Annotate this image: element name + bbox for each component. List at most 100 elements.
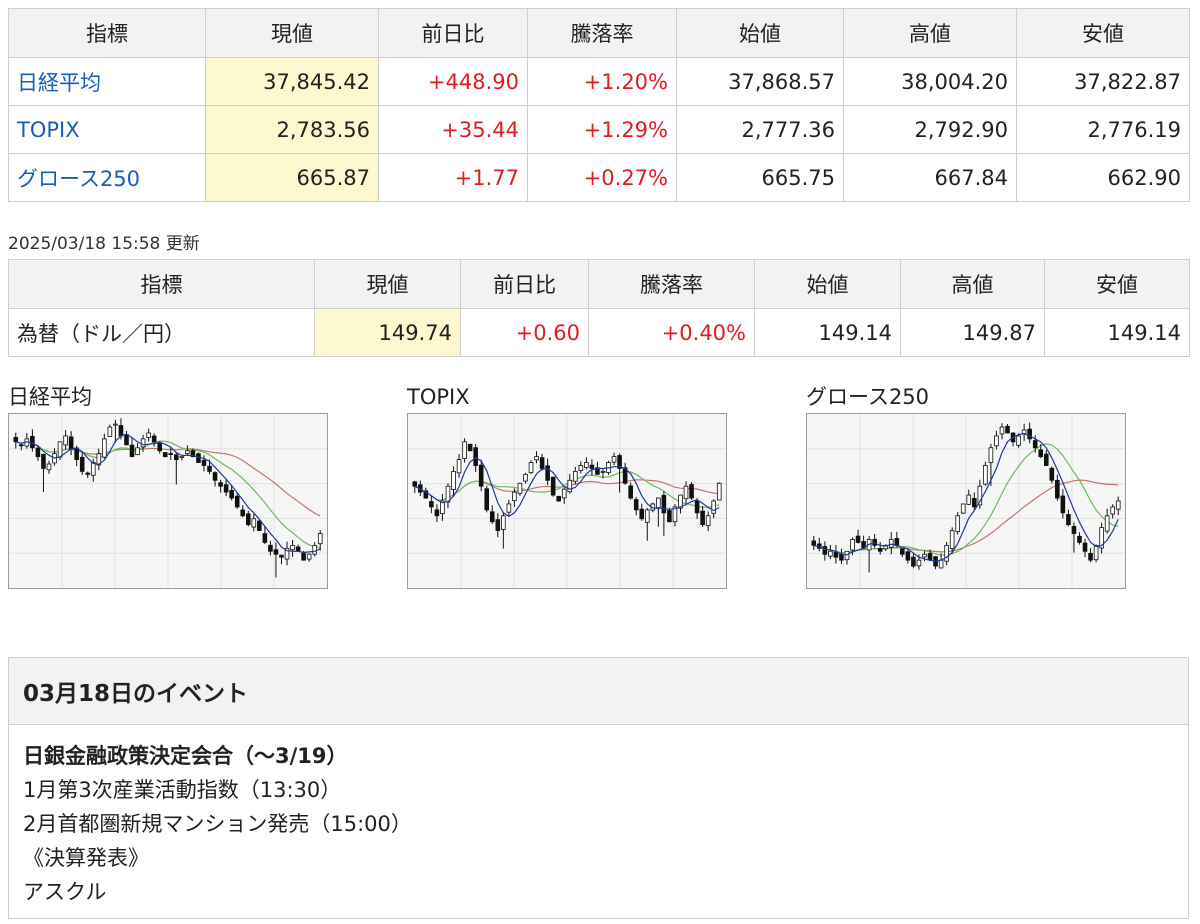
candle xyxy=(972,492,977,511)
growth250-link[interactable]: グロース250 xyxy=(17,166,141,191)
header-change: 前日比 xyxy=(378,8,528,58)
candle xyxy=(157,441,162,454)
table-header-row: 指標 現値 前日比 騰落率 始値 高値 安値 xyxy=(8,8,1190,58)
candle xyxy=(667,507,672,523)
rate-value: +1.20% xyxy=(527,57,677,106)
candle xyxy=(711,499,716,519)
candle xyxy=(966,489,972,506)
candle xyxy=(306,553,312,562)
candlestick-chart[interactable] xyxy=(806,413,1126,589)
chart-growth250: グロース250 xyxy=(806,385,1126,589)
candle xyxy=(151,433,157,447)
candle xyxy=(35,444,41,461)
high-value: 149.87 xyxy=(900,308,1045,357)
candlestick-chart[interactable] xyxy=(8,413,328,589)
candle xyxy=(68,431,74,456)
candle xyxy=(135,443,140,456)
open-value: 665.75 xyxy=(676,153,844,202)
candle xyxy=(501,511,506,549)
candle xyxy=(423,487,429,499)
candle xyxy=(911,552,916,569)
candle xyxy=(983,461,988,486)
candle xyxy=(561,487,567,504)
candle xyxy=(245,510,251,527)
candle xyxy=(855,529,861,544)
candle xyxy=(839,548,844,565)
candle xyxy=(539,453,545,471)
header-rate: 騰落率 xyxy=(527,8,677,58)
candle xyxy=(240,505,246,518)
rate-value: +0.27% xyxy=(527,153,677,202)
candle xyxy=(866,536,872,573)
candle xyxy=(451,466,456,496)
candle xyxy=(528,460,534,474)
candle xyxy=(30,429,35,452)
candle xyxy=(429,495,434,514)
events-title: 03月18日のイベント xyxy=(9,658,1188,725)
candle xyxy=(1077,532,1082,545)
header-current: 現値 xyxy=(314,259,461,309)
events-list: 日銀金融政策決定会合（～3/19） 1月第3次産業活動指数（13:30） 2月首… xyxy=(9,725,1188,909)
candle xyxy=(1110,504,1115,519)
candle xyxy=(1049,466,1055,484)
topix-link[interactable]: TOPIX xyxy=(17,117,80,142)
chart-title: TOPIX xyxy=(407,385,470,409)
candle xyxy=(888,532,894,555)
candle xyxy=(716,482,722,501)
ma-mid-line xyxy=(414,470,720,509)
candle xyxy=(484,485,490,513)
high-value: 38,004.20 xyxy=(843,57,1017,106)
candle xyxy=(534,451,539,464)
header-change: 前日比 xyxy=(460,259,589,309)
header-high: 高値 xyxy=(900,259,1045,309)
candle xyxy=(478,459,484,492)
current-value: 37,845.42 xyxy=(205,57,379,106)
updated-timestamp: 2025/03/18 15:58 更新 xyxy=(8,234,200,254)
header-rate: 騰落率 xyxy=(588,259,755,309)
chart-nikkei: 日経平均 xyxy=(8,385,328,589)
chart-title: 日経平均 xyxy=(8,385,92,409)
candle xyxy=(1043,449,1049,467)
candle xyxy=(218,479,223,493)
high-value: 2,792.90 xyxy=(843,105,1017,154)
candle xyxy=(102,433,107,459)
candle xyxy=(584,457,589,470)
candle xyxy=(523,472,528,484)
candle xyxy=(434,504,440,523)
candle xyxy=(268,540,273,556)
candle xyxy=(877,541,883,555)
ma-mid-line xyxy=(15,440,321,549)
candle xyxy=(633,496,639,516)
low-value: 662.90 xyxy=(1016,153,1190,202)
candle xyxy=(678,494,683,514)
candle xyxy=(467,443,473,452)
candle xyxy=(262,526,268,545)
candle xyxy=(506,499,512,517)
table-row: グロース250 665.87 +1.77 +0.27% 665.75 667.8… xyxy=(8,153,1190,202)
candle xyxy=(872,533,877,549)
candle xyxy=(284,541,290,566)
ma-short-line xyxy=(414,457,720,518)
candlestick-chart[interactable] xyxy=(407,413,727,589)
rate-value: +1.29% xyxy=(527,105,677,154)
candle xyxy=(905,549,911,564)
candle xyxy=(13,432,19,449)
header-current: 現値 xyxy=(205,8,379,58)
candle xyxy=(512,488,517,507)
candle xyxy=(24,432,30,449)
candle xyxy=(41,453,46,492)
candle xyxy=(589,459,595,476)
candle xyxy=(656,497,661,527)
candle xyxy=(694,498,700,519)
current-value: 149.74 xyxy=(314,308,461,357)
header-index: 指標 xyxy=(8,259,315,309)
candle xyxy=(312,542,317,557)
header-low: 安値 xyxy=(1016,8,1190,58)
candle xyxy=(1005,424,1010,434)
candle xyxy=(844,550,850,565)
candle xyxy=(822,541,828,561)
candle xyxy=(63,430,68,450)
candle xyxy=(545,458,550,485)
nikkei-link[interactable]: 日経平均 xyxy=(17,70,101,95)
candle xyxy=(811,535,817,551)
